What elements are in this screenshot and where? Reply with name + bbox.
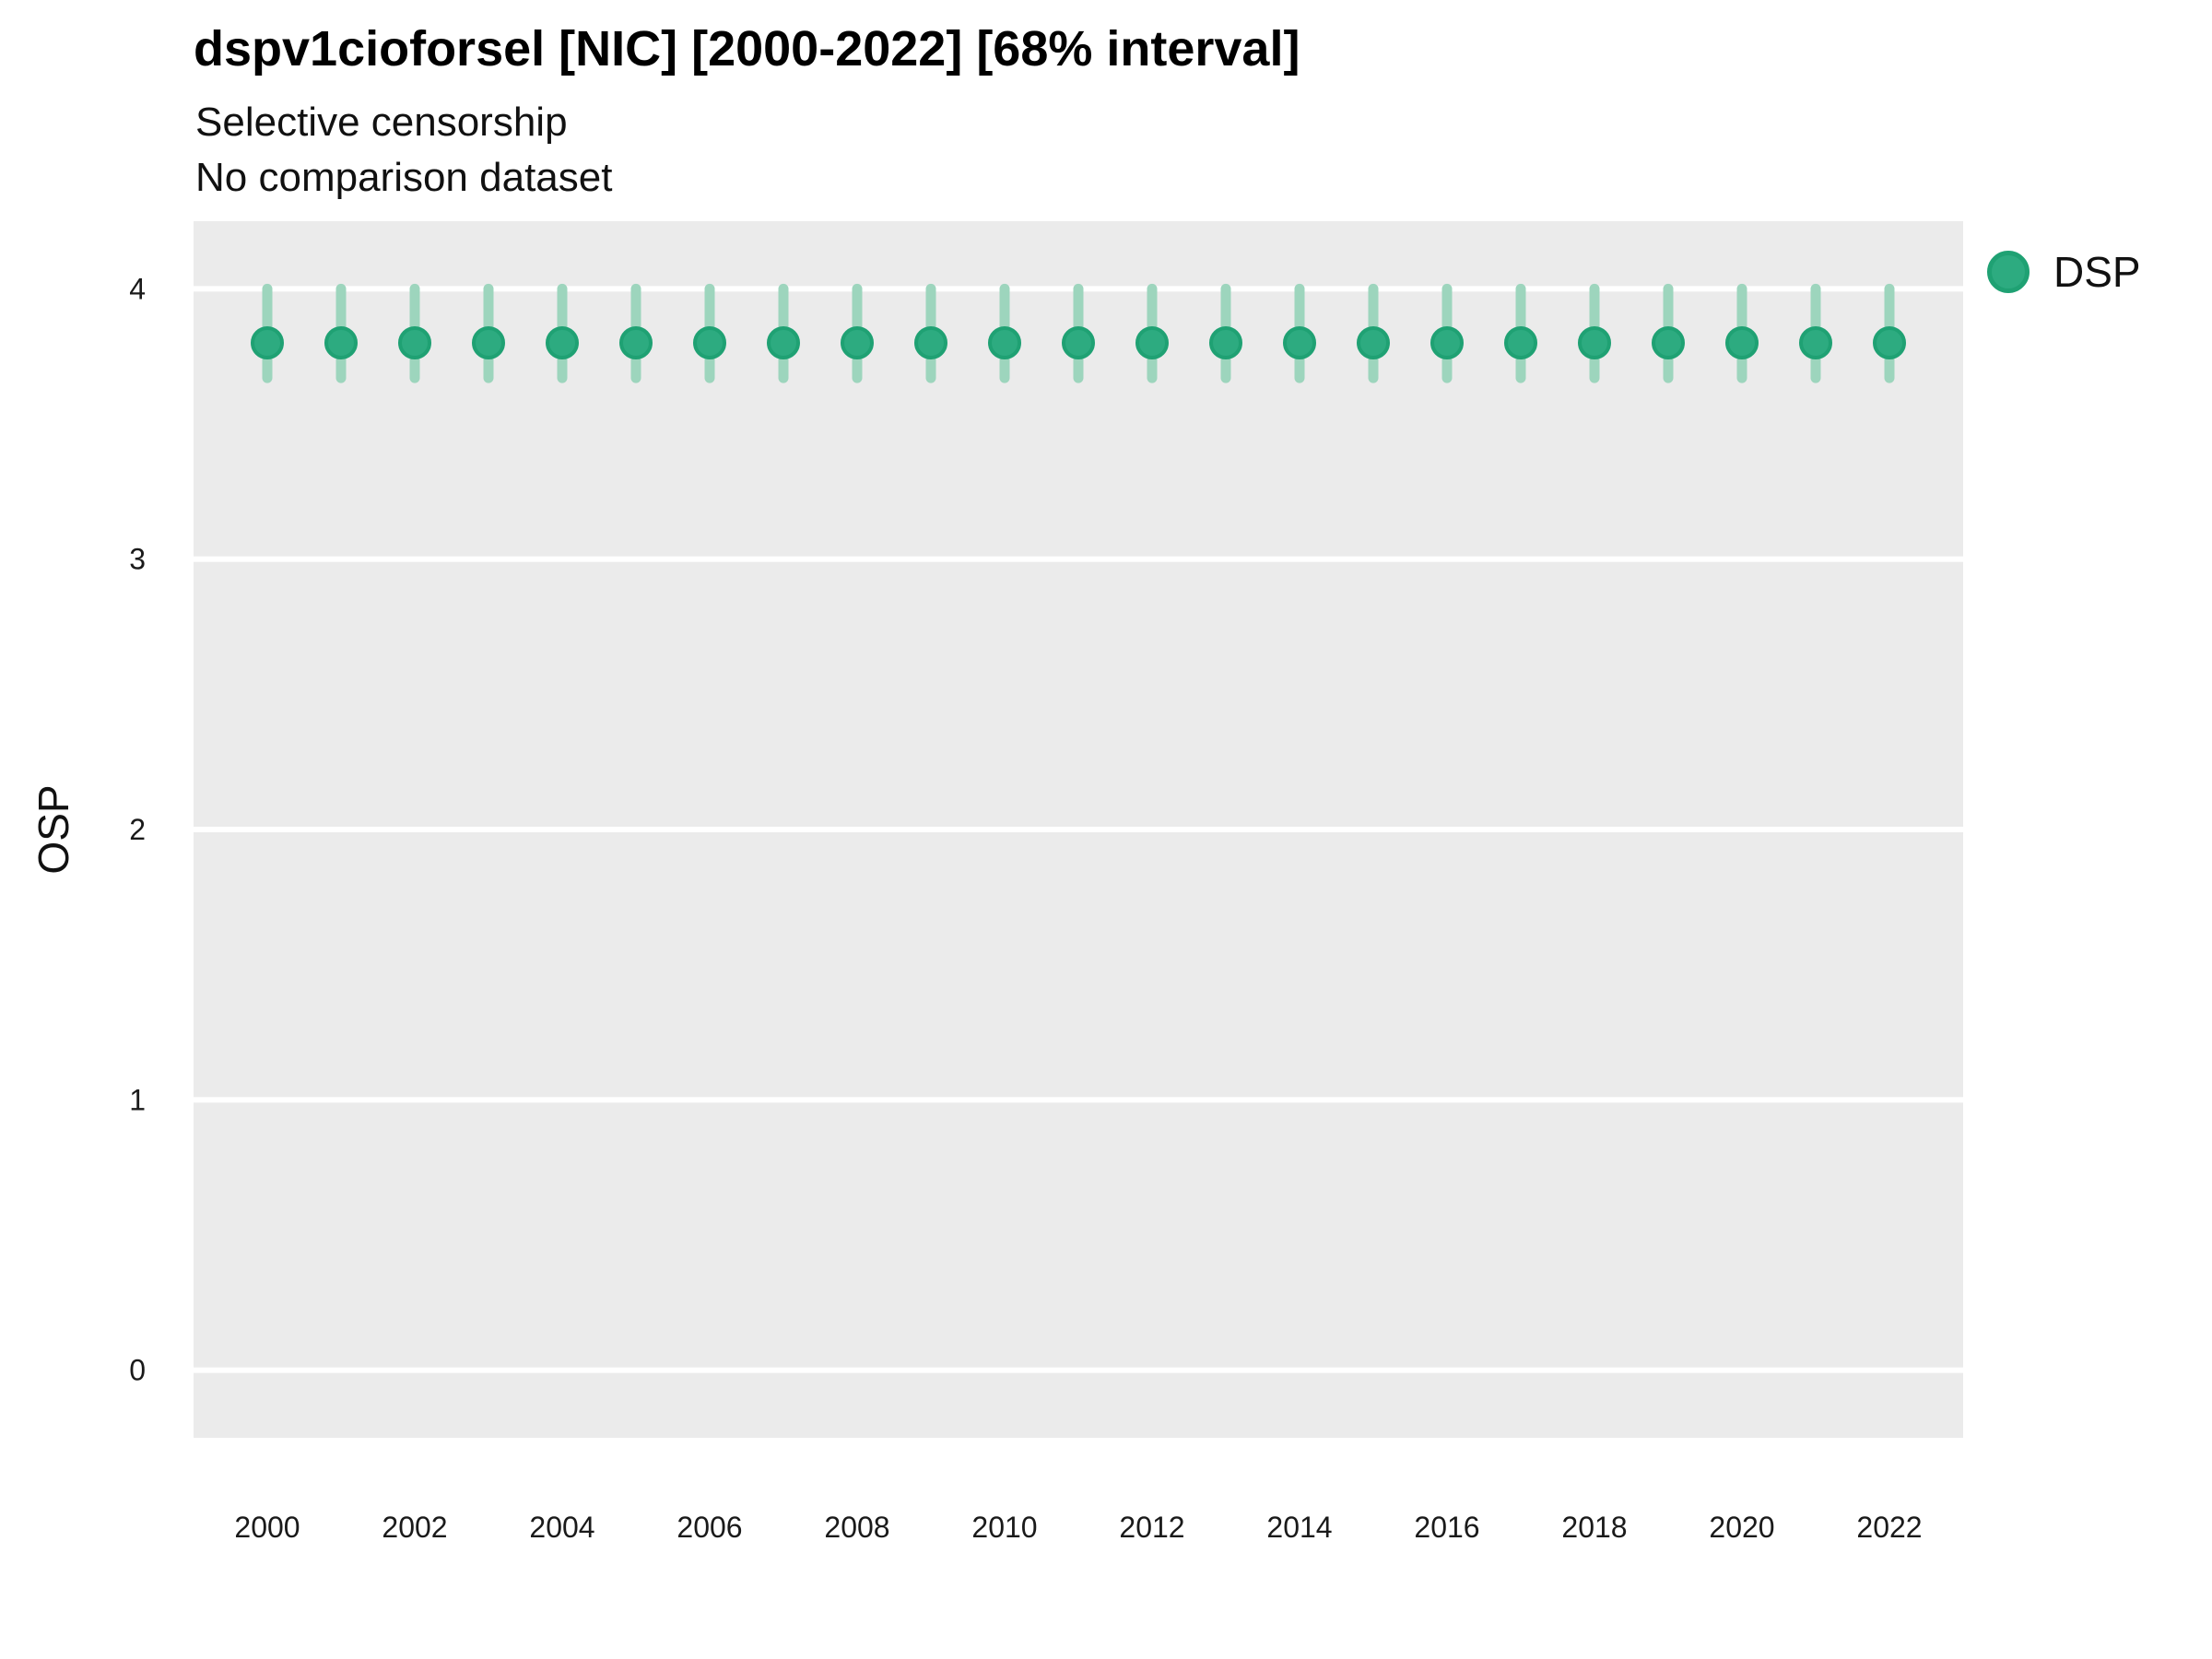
data-point [693,326,726,359]
data-point [1725,326,1759,359]
x-tick-label: 2016 [1414,1511,1479,1544]
data-point [1578,326,1611,359]
data-point [1873,326,1906,359]
x-tick-label: 2014 [1266,1511,1332,1544]
x-tick-label: 2018 [1561,1511,1627,1544]
data-point [546,326,579,359]
legend: DSP [1987,251,2141,293]
y-tick-label: 4 [129,272,146,305]
x-tick-label: 2006 [677,1511,742,1544]
data-point [1799,326,1832,359]
data-point [1504,326,1537,359]
legend-label-dsp: DSP [2053,248,2141,296]
gridline-y-1 [194,1097,1963,1103]
gridline-y-3 [194,556,1963,562]
data-point [841,326,874,359]
x-tick-label: 2002 [382,1511,447,1544]
x-tick-label: 2000 [234,1511,300,1544]
data-point [1430,326,1464,359]
data-point [767,326,800,359]
data-point [1283,326,1316,359]
y-tick-label: 1 [129,1083,146,1116]
data-point [324,326,358,359]
chart-subtitle-2: No comparison dataset [195,155,613,200]
data-point [1652,326,1685,359]
data-point [472,326,505,359]
data-point [619,326,653,359]
x-tick-label: 2004 [529,1511,594,1544]
data-point [914,326,947,359]
gridline-y-0 [194,1367,1963,1373]
legend-marker-dsp-icon [1987,251,2030,293]
chart-title: dspv1cioforsel [NIC] [2000-2022] [68% in… [194,21,1300,76]
y-tick-label: 2 [129,813,146,846]
chart-subtitle: Selective censorship [195,100,568,145]
data-point [1062,326,1095,359]
x-tick-label: 2022 [1856,1511,1922,1544]
data-point [251,326,284,359]
gridline-y-2 [194,827,1963,832]
x-tick-label: 2012 [1119,1511,1184,1544]
data-point [988,326,1021,359]
data-point [1357,326,1390,359]
data-point [398,326,431,359]
x-tick-label: 2020 [1709,1511,1774,1544]
x-tick-label: 2010 [971,1511,1037,1544]
y-tick-label: 0 [129,1354,146,1387]
data-point [1135,326,1169,359]
y-tick-label: 3 [129,543,146,576]
data-point [1209,326,1242,359]
x-tick-label: 2008 [824,1511,889,1544]
